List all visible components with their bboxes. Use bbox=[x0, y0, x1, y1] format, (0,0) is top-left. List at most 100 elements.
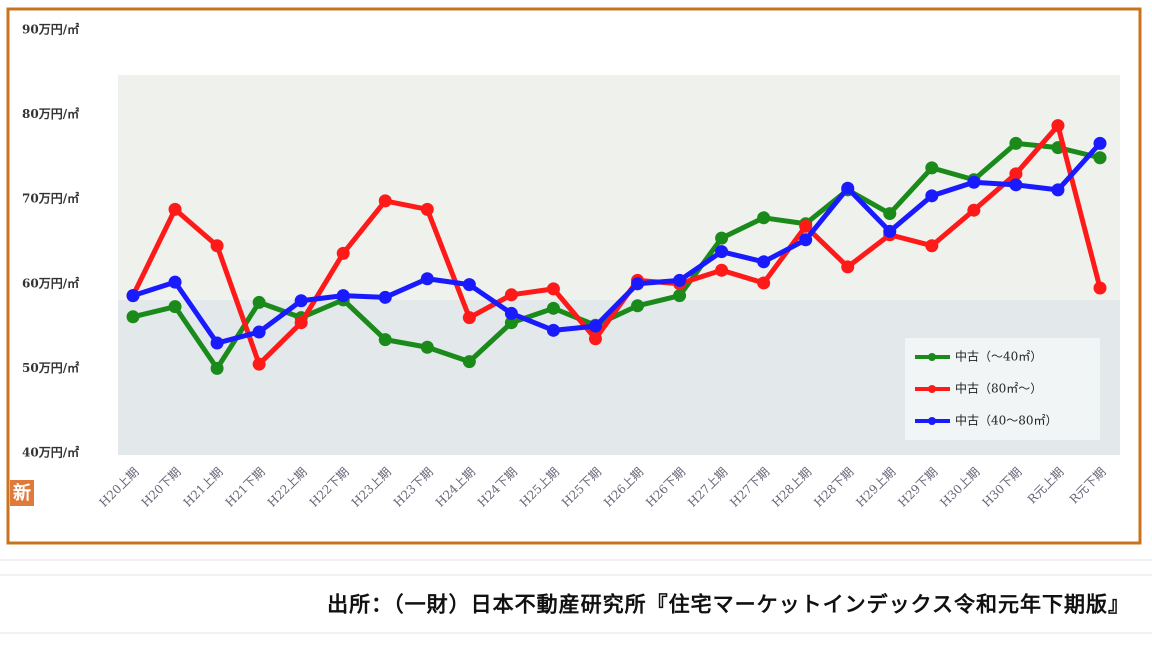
point bbox=[588, 332, 602, 346]
point bbox=[378, 333, 392, 347]
point bbox=[546, 323, 560, 337]
x-tick-label: H29下期 bbox=[895, 465, 940, 510]
point bbox=[631, 277, 645, 291]
point bbox=[883, 207, 897, 221]
x-tick-label: H20上期 bbox=[97, 465, 142, 510]
series-line bbox=[132, 141, 1102, 346]
point bbox=[715, 231, 729, 245]
x-tick-label: H21上期 bbox=[181, 465, 226, 510]
x-tick-label: H21下期 bbox=[223, 465, 268, 510]
y-tick-label: 80万円/㎡ bbox=[22, 106, 79, 121]
point bbox=[799, 233, 813, 247]
point bbox=[925, 239, 939, 253]
point bbox=[715, 245, 729, 259]
point bbox=[631, 299, 645, 313]
point bbox=[462, 355, 476, 369]
point bbox=[504, 316, 518, 330]
point bbox=[1051, 119, 1065, 133]
point bbox=[1009, 167, 1023, 181]
point bbox=[1093, 281, 1107, 295]
point bbox=[967, 203, 981, 217]
x-tick-label: H26上期 bbox=[601, 465, 646, 510]
point bbox=[546, 301, 560, 315]
legend-marker bbox=[928, 385, 936, 393]
sheet-grid bbox=[0, 559, 1152, 634]
legend-marker bbox=[928, 417, 936, 425]
point bbox=[546, 282, 560, 296]
point bbox=[757, 255, 771, 269]
x-tick-label: H25下期 bbox=[559, 465, 604, 510]
x-tick-label: H27上期 bbox=[685, 465, 730, 510]
x-tick-label: H26下期 bbox=[643, 465, 688, 510]
x-tick-label: H20下期 bbox=[139, 465, 184, 510]
x-tick-label: H23上期 bbox=[349, 465, 394, 510]
x-tick-label: H30上期 bbox=[937, 465, 982, 510]
point bbox=[841, 260, 855, 274]
point bbox=[883, 224, 897, 238]
point bbox=[336, 289, 350, 303]
x-tick-label: H24下期 bbox=[475, 465, 520, 510]
x-tick-label: H25上期 bbox=[517, 465, 562, 510]
point bbox=[168, 300, 182, 314]
point bbox=[757, 276, 771, 290]
point bbox=[462, 278, 476, 292]
point bbox=[252, 325, 266, 339]
point bbox=[1009, 136, 1023, 150]
y-tick-label: 70万円/㎡ bbox=[22, 191, 79, 206]
point bbox=[841, 181, 855, 195]
point bbox=[925, 189, 939, 203]
x-tick-label: H30下期 bbox=[979, 465, 1024, 510]
point bbox=[420, 272, 434, 286]
point bbox=[378, 290, 392, 304]
badge: 新 bbox=[13, 482, 31, 504]
x-tick-label: H28下期 bbox=[811, 465, 856, 510]
x-tick-label: R元上期 bbox=[1025, 465, 1067, 507]
x-tick-label: H23下期 bbox=[391, 465, 436, 510]
point bbox=[925, 161, 939, 175]
series-line bbox=[132, 140, 1101, 371]
x-tick-label: H29上期 bbox=[853, 465, 898, 510]
point bbox=[210, 361, 224, 375]
x-tick-label: R元下期 bbox=[1067, 465, 1109, 507]
point bbox=[420, 340, 434, 354]
y-tick-label: 90万円/㎡ bbox=[22, 22, 79, 37]
y-tick-label: 50万円/㎡ bbox=[22, 360, 79, 375]
point bbox=[1093, 151, 1107, 165]
point bbox=[673, 273, 687, 287]
point bbox=[252, 295, 266, 309]
point bbox=[252, 357, 266, 371]
x-tick-label: H22上期 bbox=[265, 465, 310, 510]
point bbox=[168, 275, 182, 289]
point bbox=[1009, 178, 1023, 192]
point bbox=[126, 289, 140, 303]
point bbox=[967, 175, 981, 189]
x-tick-label: H28上期 bbox=[769, 465, 814, 510]
point bbox=[420, 202, 434, 216]
y-tick-label: 40万円/㎡ bbox=[22, 445, 79, 460]
source-note: 出所：（一財）日本不動産研究所『住宅マーケットインデックス令和元年下期版』 bbox=[327, 592, 1130, 617]
point bbox=[168, 202, 182, 216]
point bbox=[462, 311, 476, 325]
legend-label: 中古（40～80㎡） bbox=[955, 413, 1058, 428]
legend-marker bbox=[928, 353, 936, 361]
point bbox=[126, 310, 140, 324]
legend-label: 中古（～40㎡） bbox=[955, 349, 1042, 364]
chart-frame bbox=[6, 7, 1142, 545]
series-line bbox=[130, 123, 1103, 367]
badge-box bbox=[10, 480, 34, 506]
point bbox=[294, 294, 308, 308]
point bbox=[1093, 136, 1107, 150]
y-tick-label: 60万円/㎡ bbox=[22, 275, 79, 290]
point bbox=[715, 263, 729, 277]
point bbox=[799, 219, 813, 233]
x-tick-label: H22下期 bbox=[307, 465, 352, 510]
point bbox=[1051, 183, 1065, 197]
point bbox=[294, 316, 308, 330]
point bbox=[378, 194, 392, 208]
point bbox=[210, 239, 224, 253]
x-tick-label: H27下期 bbox=[727, 465, 772, 510]
point bbox=[210, 336, 224, 350]
x-tick-label: H24上期 bbox=[433, 465, 478, 510]
point bbox=[504, 306, 518, 320]
